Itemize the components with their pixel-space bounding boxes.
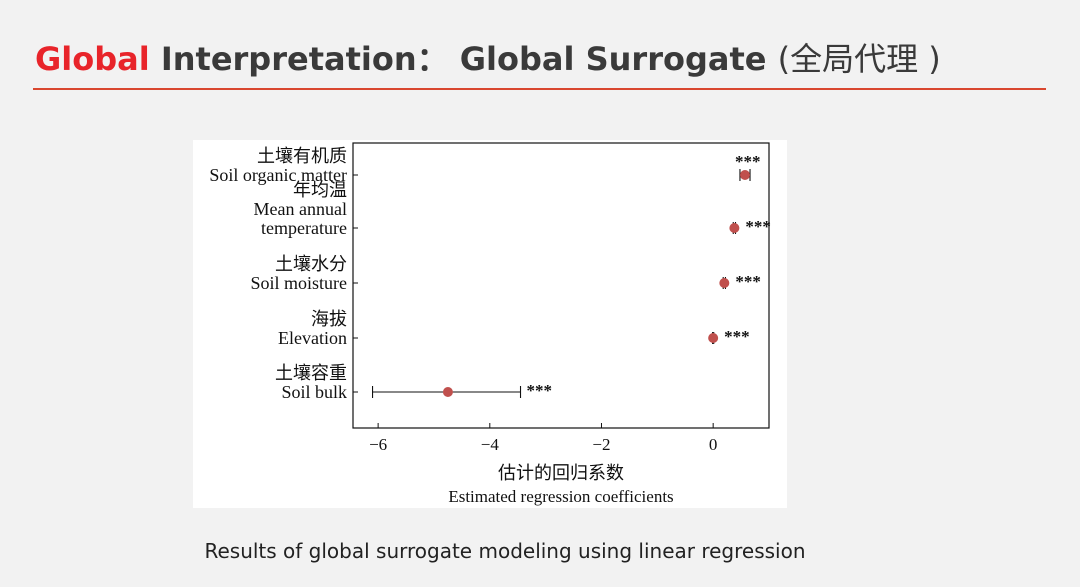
x-tick-label: −2 <box>592 435 610 454</box>
significance-marker: *** <box>724 327 750 346</box>
plot-frame <box>352 142 770 429</box>
data-point <box>708 333 719 343</box>
data-point <box>739 170 750 180</box>
category-label-en: temperature <box>261 218 347 238</box>
data-point <box>719 278 730 288</box>
title-parenthetical: (全局代理 ) <box>777 40 941 78</box>
x-axis-label-cn: 估计的回归系数 <box>498 463 624 483</box>
x-tick-label: −4 <box>481 435 500 454</box>
x-tick-label: −6 <box>369 435 387 454</box>
significance-marker: *** <box>735 152 761 171</box>
x-tick-label: 0 <box>709 435 718 454</box>
significance-marker: *** <box>527 381 553 400</box>
category-label-en: Soil moisture <box>250 273 347 293</box>
category-label-en: Elevation <box>278 328 347 348</box>
significance-marker: *** <box>745 217 771 236</box>
title-accent: Global <box>35 40 150 78</box>
coefficient-chart: −6 −4 −2 0 估计的回归系数 Estimated regression coeff… <box>209 142 771 506</box>
x-axis-label-en: Estimated regression coefficients <box>448 487 673 506</box>
chart-panel: −6 −4 −2 0 估计的回归系数 Estimated regression coeff… <box>193 140 787 508</box>
data-point <box>729 223 740 233</box>
category-label-en: Soil organic matter <box>209 165 347 185</box>
category-label-cn: 土壤水分 <box>275 254 347 274</box>
category-label-cn: 年均温 <box>293 180 347 200</box>
category-label-cn: 海拔 <box>311 309 347 329</box>
title-divider <box>33 88 1046 90</box>
figure-caption: Results of global surrogate modeling usi… <box>204 539 806 563</box>
category-label-en: Soil bulk <box>281 382 347 402</box>
title-main: Interpretation： Global Surrogate <box>149 40 778 78</box>
category-label-cn: 土壤容重 <box>275 363 347 383</box>
category-label-cn: 土壤有机质 <box>257 146 347 166</box>
page-title: Global Interpretation： Global Surrogate … <box>35 34 941 80</box>
significance-marker: *** <box>735 272 761 291</box>
data-point <box>442 387 453 397</box>
category-label-en: Mean annual <box>254 199 347 219</box>
